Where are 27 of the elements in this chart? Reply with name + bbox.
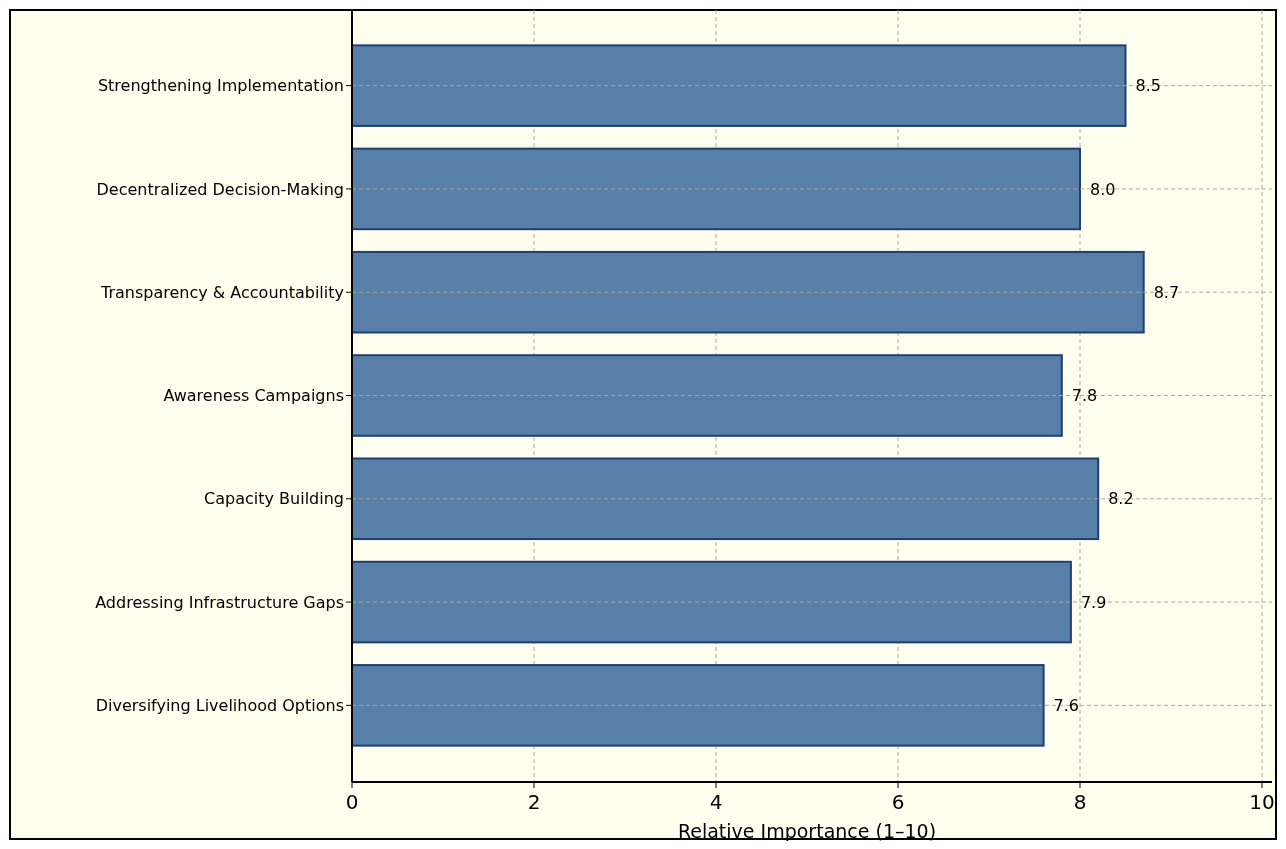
y-tick-label: Strengthening Implementation — [97, 76, 344, 96]
y-tick-label: Capacity Building — [204, 489, 344, 509]
data-label: 7.6 — [1053, 695, 1080, 715]
x-tick-label: 6 — [891, 790, 905, 814]
x-tick-label: 2 — [527, 790, 541, 814]
y-tick-label: Diversifying Livelihood Options — [95, 695, 344, 715]
bar — [351, 147, 1081, 231]
data-label: 7.9 — [1080, 592, 1107, 612]
bar — [351, 560, 1072, 644]
x-tick-label: 8 — [1073, 790, 1087, 814]
data-label: 8.5 — [1135, 76, 1161, 96]
bar — [351, 44, 1127, 127]
data-label: 7.8 — [1071, 386, 1098, 406]
data-label: 8.2 — [1108, 489, 1134, 509]
y-tick-label: Transparency & Accountability — [99, 282, 344, 302]
x-tick-label: 0 — [345, 790, 359, 814]
bar — [351, 457, 1100, 541]
bar — [351, 664, 1045, 747]
data-label: 8.7 — [1153, 282, 1180, 302]
y-tick-label: Awareness Campaigns — [163, 386, 344, 406]
y-tick-label: Decentralized Decision-Making — [96, 179, 344, 199]
y-tick-label: Addressing Infrastructure Gaps — [95, 592, 344, 612]
bar — [351, 354, 1063, 437]
bar — [351, 250, 1145, 334]
data-label: 8.0 — [1090, 179, 1116, 199]
x-tick-label: 10 — [1249, 790, 1275, 814]
x-tick-label: 4 — [709, 790, 723, 814]
